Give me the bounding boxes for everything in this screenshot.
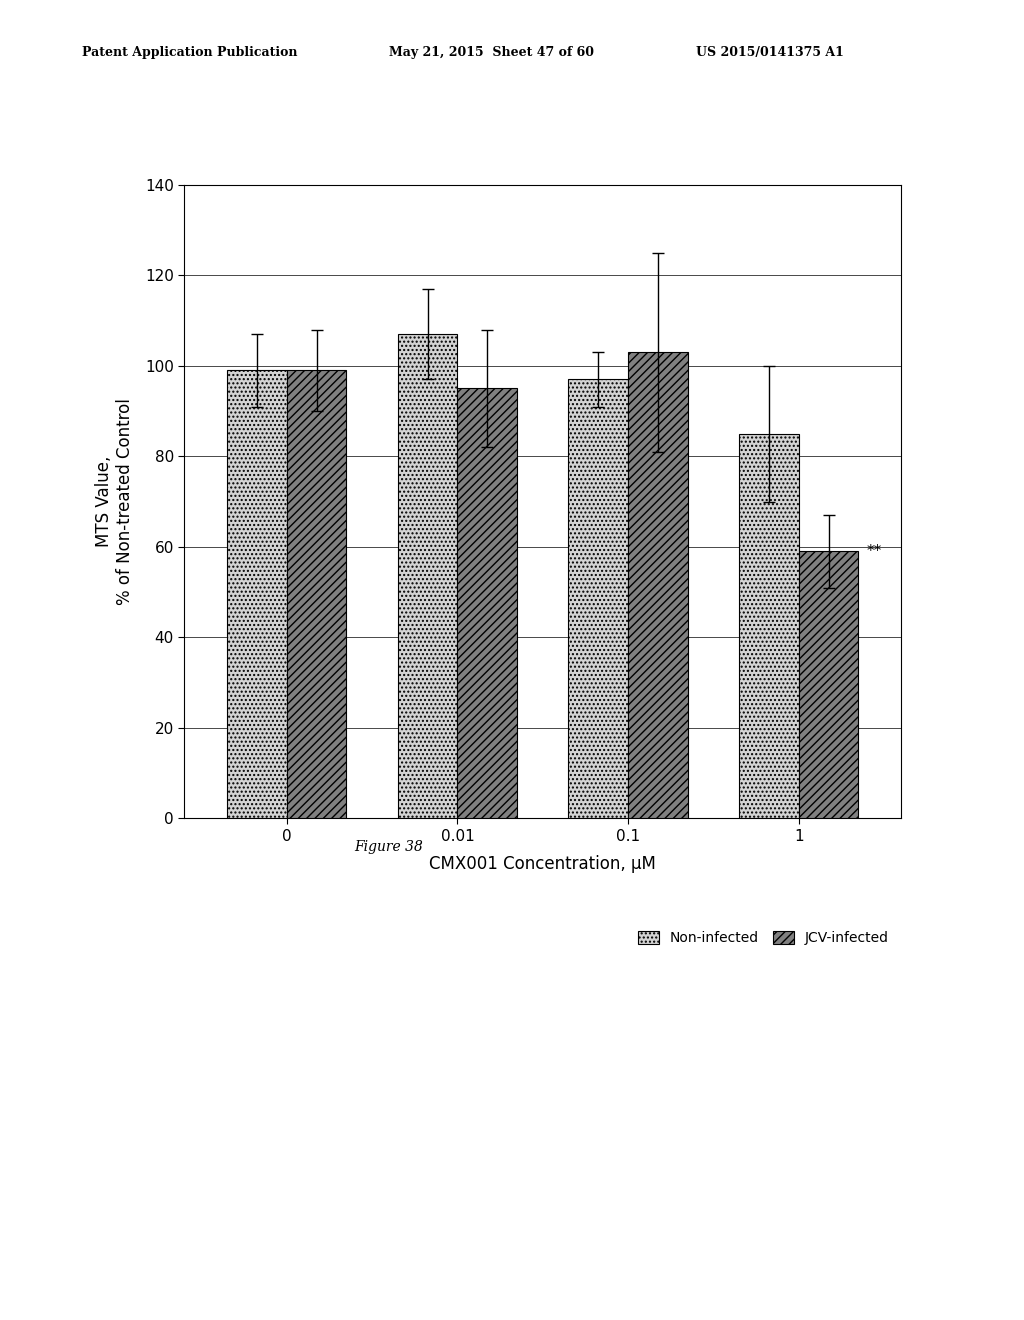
X-axis label: CMX001 Concentration, μM: CMX001 Concentration, μM — [429, 855, 656, 873]
Bar — [799, 552, 858, 818]
Bar — [458, 388, 517, 818]
Bar — [397, 334, 458, 818]
Bar — [568, 379, 628, 818]
Text: **: ** — [866, 544, 882, 558]
Y-axis label: MTS Value,
% of Non-treated Control: MTS Value, % of Non-treated Control — [95, 399, 134, 605]
Bar — [739, 434, 799, 818]
Text: Patent Application Publication: Patent Application Publication — [82, 46, 297, 59]
Bar — [287, 371, 346, 818]
Bar — [227, 371, 287, 818]
Text: May 21, 2015  Sheet 47 of 60: May 21, 2015 Sheet 47 of 60 — [389, 46, 594, 59]
Text: Figure 38: Figure 38 — [354, 841, 424, 854]
Bar — [628, 352, 688, 818]
Text: US 2015/0141375 A1: US 2015/0141375 A1 — [696, 46, 844, 59]
Legend: Non-infected, JCV-infected: Non-infected, JCV-infected — [632, 925, 894, 950]
